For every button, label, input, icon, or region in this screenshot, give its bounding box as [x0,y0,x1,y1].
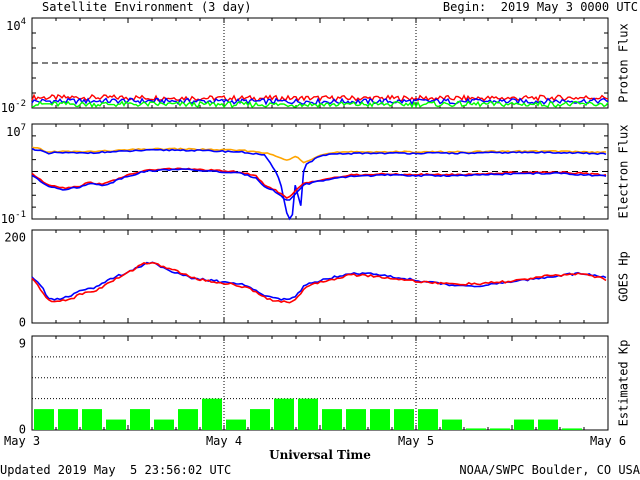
electron-flux-axis-label: Electron Flux [617,125,631,219]
kp-bar [394,409,414,430]
electron-flux-tick-label: 10-1 [1,210,26,226]
goes-hp-tick-label: 0 [19,316,26,330]
kp-bar [322,409,342,430]
kp-bar [106,419,126,430]
goes-hp-series-red [31,261,607,304]
goes-hp-tick-label: 200 [4,231,26,245]
estimated-kp-axis-label: Estimated Kp [617,340,631,427]
x-tick-label: May 6 [590,434,626,448]
estimated-kp-tick-label: 9 [19,337,26,351]
kp-bar [226,419,246,430]
panel-frame [31,17,609,109]
estimated-kp-tick-label: 0 [19,423,26,437]
kp-bar [562,428,582,430]
kp-bar [250,409,270,430]
panel-frame [31,123,609,220]
kp-bar [370,409,390,430]
goes-hp-axis-label: GOES Hp [617,251,631,302]
kp-bar [538,419,558,430]
panel-frame [31,229,609,324]
kp-bar [58,409,78,430]
kp-bar [82,409,102,430]
proton-flux-tick-label: 104 [6,17,26,33]
kp-bar [514,419,534,430]
agency-credit: NOAA/SWPC Boulder, CO USA [459,463,640,477]
kp-bar [298,398,318,430]
electron-flux-series-blue [31,147,607,221]
kp-bar [274,398,294,430]
begin-time: Begin: 2019 May 3 0000 UTC [442,0,638,14]
kp-bar [490,428,510,430]
goes-hp-series-blue [31,261,607,301]
page-title: Satellite Environment (3 day) [42,0,252,14]
kp-bar [202,398,222,430]
x-axis-label: Universal Time [269,448,371,462]
x-tick-label: May 4 [206,434,242,448]
proton-flux-series-red [31,93,609,103]
kp-bar [178,409,198,430]
panel-frame [31,335,609,431]
x-tick-label: May 3 [4,434,40,448]
kp-bar [418,409,438,430]
kp-bar [130,409,150,430]
updated-timestamp: Updated 2019 May 5 23:56:02 UTC [0,463,232,477]
proton-flux-tick-label: 10-2 [1,99,26,115]
kp-bar [442,419,462,430]
proton-flux-series-green [31,100,609,109]
proton-flux-axis-label: Proton Flux [617,23,631,102]
electron-flux-series-orange [31,146,607,164]
electron-flux-tick-label: 107 [6,123,26,139]
kp-bar [154,419,174,430]
kp-bar [346,409,366,430]
electron-flux-series-blue [31,168,607,201]
x-tick-label: May 5 [398,434,434,448]
kp-bar [34,409,54,430]
kp-bar [466,428,486,430]
